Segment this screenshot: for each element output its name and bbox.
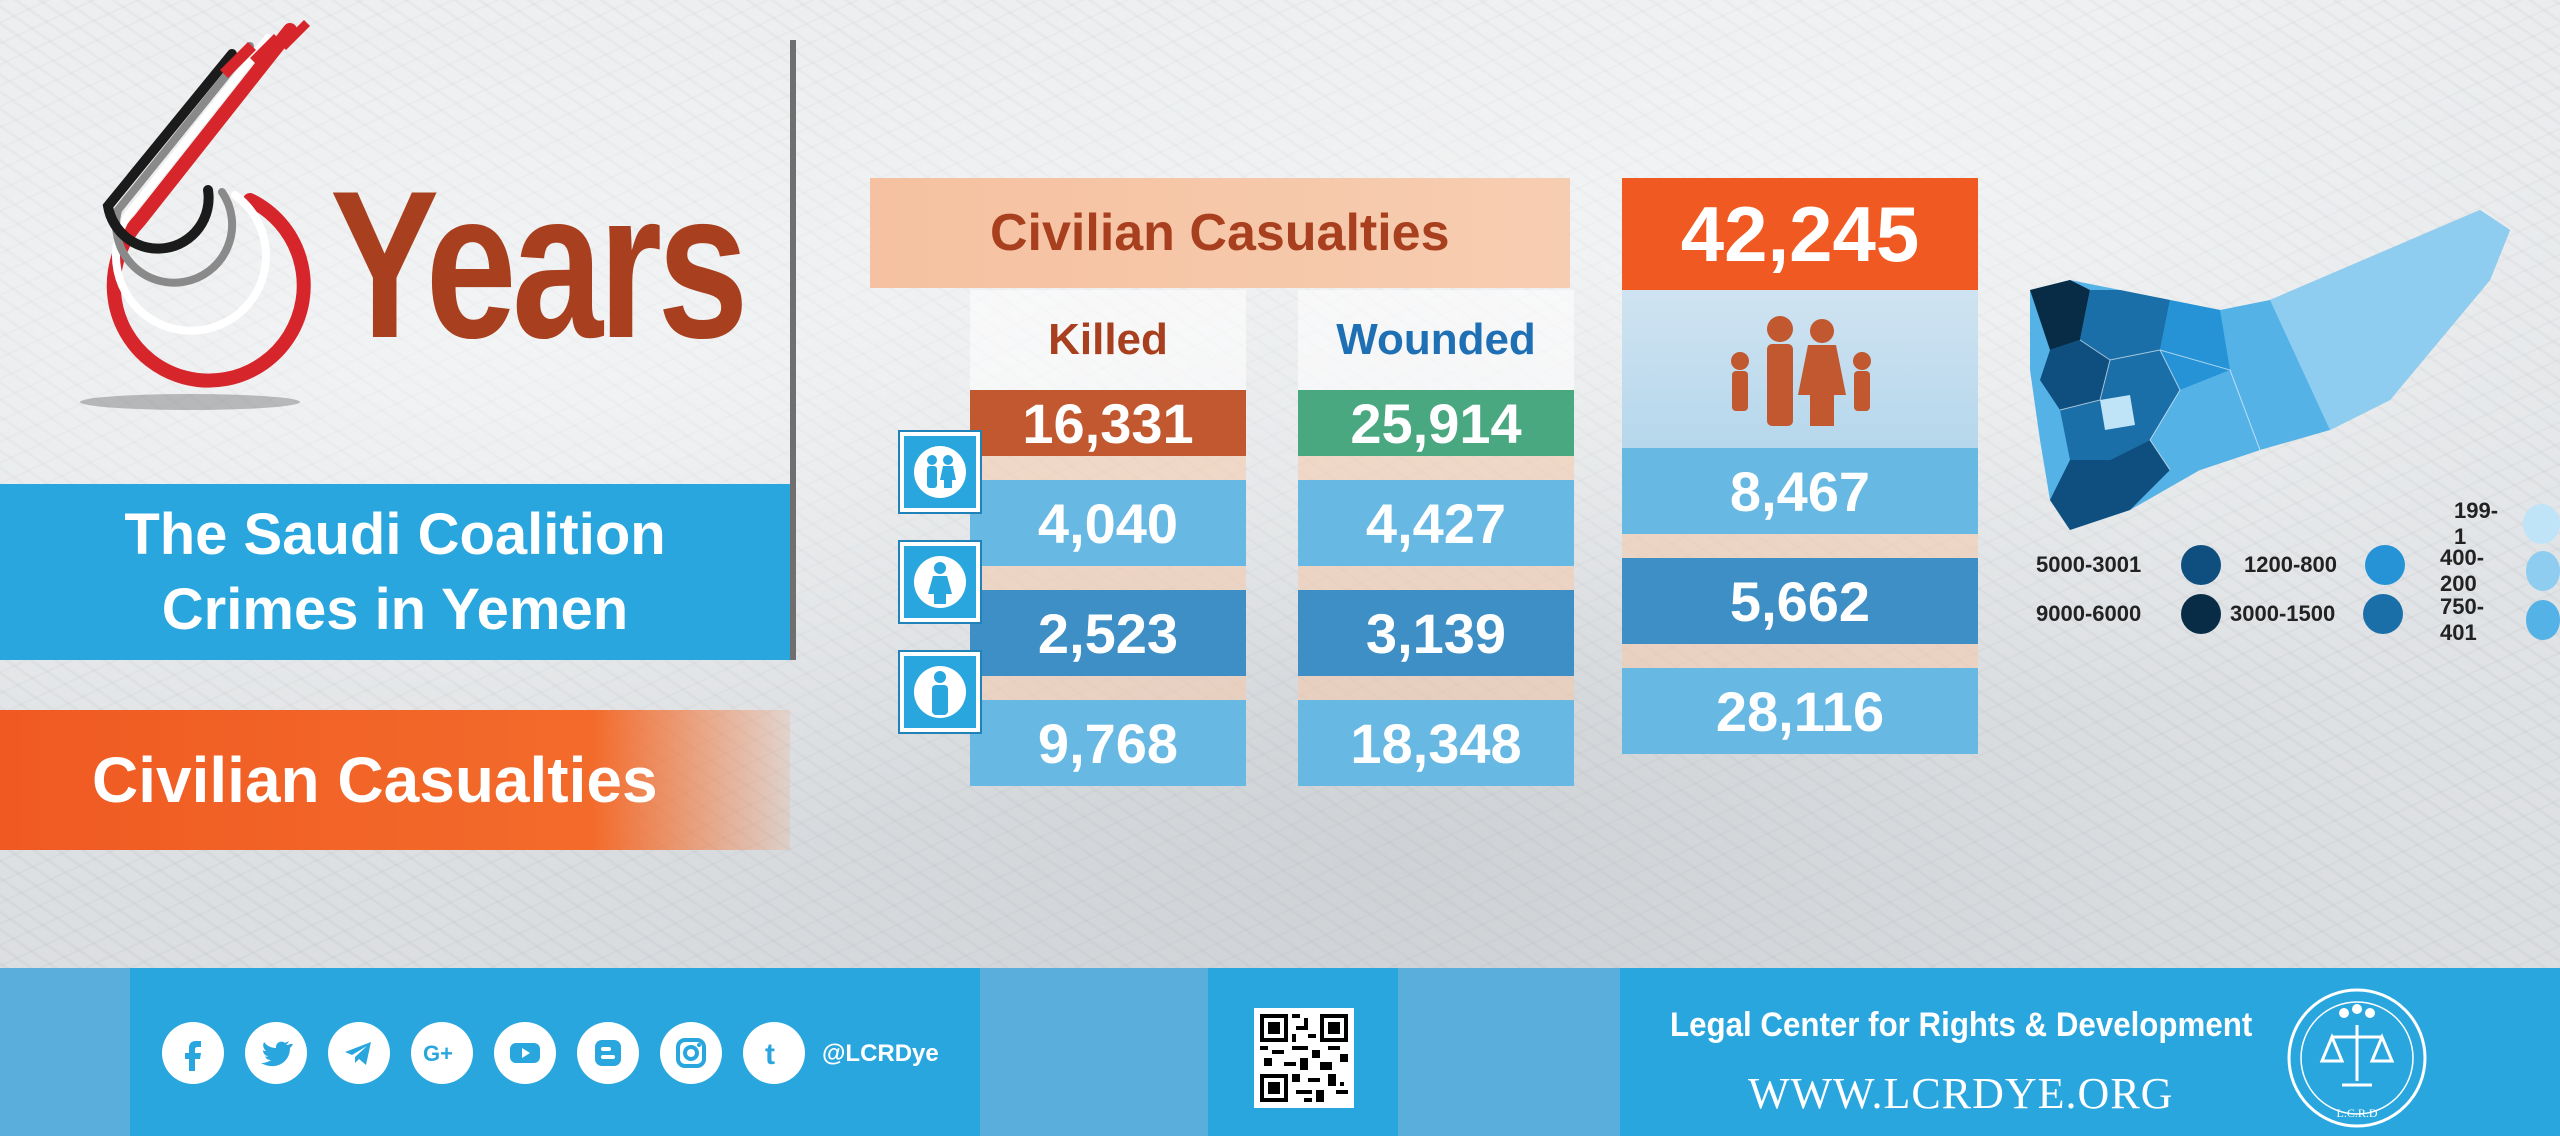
legend-swatch <box>2525 600 2560 640</box>
org-name: Legal Center for Rights & Development <box>1670 1006 2253 1044</box>
telegram-icon[interactable] <box>328 1022 390 1084</box>
seal-text: L.C.R.D <box>2336 1106 2377 1120</box>
total-column: 42,245 8,467 5,662 28,116 <box>1622 178 1978 754</box>
killed-total: 16,331 <box>970 390 1246 456</box>
subtitle-box: The Saudi Coalition Crimes in Yemen <box>0 484 790 660</box>
legend-item: 5000-3001 <box>2036 545 2222 585</box>
qr-code[interactable] <box>1254 1008 1354 1108</box>
social-handle[interactable]: @LCRDye <box>822 1040 939 1067</box>
legend-swatch <box>2364 545 2405 585</box>
twitter-icon[interactable] <box>245 1022 307 1084</box>
section-label-band: Civilian Casualties <box>0 710 790 850</box>
row-separator <box>1298 566 1574 590</box>
vertical-divider <box>790 40 796 660</box>
section-label: Civilian Casualties <box>92 744 658 816</box>
six-years-logo: 6 <box>80 20 311 410</box>
youtube-icon[interactable] <box>494 1022 556 1084</box>
legend-swatch <box>2363 594 2404 634</box>
legend-swatch <box>2181 545 2222 585</box>
wounded-women: 3,139 <box>1298 590 1574 676</box>
legend-item: 199-1 <box>2454 498 2560 550</box>
legend-swatch <box>2522 504 2560 544</box>
legend-label: 9000-6000 <box>2036 601 2142 626</box>
row-separator <box>1298 456 1574 480</box>
legend-swatch <box>2181 594 2222 634</box>
grand-total: 42,245 <box>1622 178 1978 290</box>
family-icon <box>1731 316 1871 426</box>
website-link[interactable]: WWW.LCRDYE.ORG <box>1748 1069 2174 1118</box>
legend-label: 400-200 <box>2440 545 2485 596</box>
subtitle-line-1: The Saudi Coalition <box>124 501 666 567</box>
legend-item: 750-401 <box>2440 594 2560 646</box>
wounded-total: 25,914 <box>1298 390 1574 456</box>
google-plus-icon[interactable]: G+ <box>411 1022 473 1084</box>
table-title: Civilian Casualties <box>870 178 1570 288</box>
killed-children: 4,040 <box>970 480 1246 566</box>
row-separator <box>1622 644 1978 668</box>
facebook-icon[interactable] <box>162 1022 224 1084</box>
row-separator <box>970 676 1246 700</box>
killed-women: 2,523 <box>970 590 1246 676</box>
legend-item: 1200-800 <box>2244 545 2405 585</box>
row-separator <box>970 566 1246 590</box>
killed-men: 9,768 <box>970 700 1246 786</box>
row-separator <box>970 456 1246 480</box>
years-label: Years <box>330 147 749 382</box>
tumblr-icon[interactable]: t <box>743 1022 805 1084</box>
blogger-icon[interactable] <box>577 1022 639 1084</box>
legend-item: 400-200 <box>2440 545 2560 597</box>
subtitle-line-2: Crimes in Yemen <box>161 577 629 642</box>
total-children: 8,467 <box>1622 448 1978 534</box>
legend-label: 750-401 <box>2440 594 2485 645</box>
instagram-icon[interactable] <box>660 1022 722 1084</box>
svg-text:G+: G+ <box>423 1041 453 1066</box>
legend-item: 3000-1500 <box>2230 594 2404 634</box>
lcrd-seal-logo: L.C.R.D <box>2287 988 2427 1128</box>
man-icon <box>900 652 980 732</box>
yemen-map <box>2030 210 2510 530</box>
legend-label: 5000-3001 <box>2036 552 2142 577</box>
wounded-column: Wounded 25,914 4,427 3,139 18,348 <box>1298 290 1574 786</box>
table-title-text: Civilian Casualties <box>990 204 1450 262</box>
wounded-men: 18,348 <box>1298 700 1574 786</box>
wounded-header: Wounded <box>1298 290 1574 390</box>
legend-label: 1200-800 <box>2244 552 2337 577</box>
legend-label: 199-1 <box>2454 498 2499 549</box>
legend-swatch <box>2525 551 2560 591</box>
children-icon <box>900 432 980 512</box>
total-men: 28,116 <box>1622 668 1978 754</box>
legend-item: 9000-6000 <box>2036 594 2222 634</box>
woman-icon <box>900 542 980 622</box>
legend-label: 3000-1500 <box>2230 601 2336 626</box>
total-women: 5,662 <box>1622 558 1978 644</box>
row-separator <box>1298 676 1574 700</box>
wounded-children: 4,427 <box>1298 480 1574 566</box>
family-icon-area <box>1622 290 1978 448</box>
killed-header: Killed <box>970 290 1246 390</box>
svg-text:t: t <box>765 1038 775 1071</box>
row-separator <box>1622 534 1978 558</box>
killed-column: Killed 16,331 4,040 2,523 9,768 <box>970 290 1246 786</box>
